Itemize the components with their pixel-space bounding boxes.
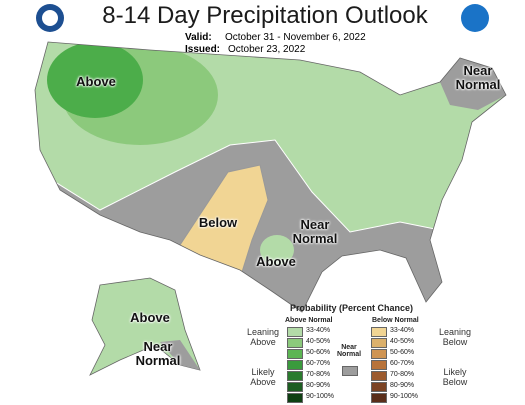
below-label: 60-70% <box>390 360 415 367</box>
side-label: Leaning Above <box>246 327 280 347</box>
above-heading: Above Normal <box>285 317 333 324</box>
below-heading: Below Normal <box>372 317 419 324</box>
above-south-area <box>260 235 294 265</box>
above-50-area <box>47 42 143 118</box>
near-heading: Near Normal <box>337 344 362 358</box>
below-label: 70-80% <box>390 371 415 378</box>
map-label: Near Normal <box>455 63 501 92</box>
valid-label: Valid: <box>185 32 212 43</box>
below-swatch <box>371 327 387 337</box>
below-swatch <box>371 360 387 370</box>
us-outline <box>34 41 507 313</box>
below-label: 40-50% <box>390 338 415 345</box>
below-swatch <box>371 382 387 392</box>
above-swatch <box>287 327 303 337</box>
above-label: 80-90% <box>306 382 331 389</box>
above-label: 70-80% <box>306 371 331 378</box>
issued-label: Issued: <box>185 44 221 55</box>
below-label: 90-100% <box>390 393 419 400</box>
issued: October 23, 2022 <box>228 44 306 55</box>
near-swatch <box>342 366 358 376</box>
below-swatch <box>371 371 387 381</box>
above-swatch <box>287 382 303 392</box>
above-swatch <box>287 338 303 348</box>
above-label: 90-100% <box>306 393 335 400</box>
map-label: Below <box>198 215 238 230</box>
map-label: Above <box>76 74 116 89</box>
alaska-near-normal <box>160 340 200 370</box>
below-label: 33-40% <box>390 327 415 334</box>
side-label: Likely Below <box>442 367 468 387</box>
doc-logo-inner <box>42 10 58 26</box>
below-label: 80-90% <box>390 382 415 389</box>
noaa-logo <box>461 4 489 32</box>
map-label: Near Normal <box>135 339 181 368</box>
above-label: 40-50% <box>306 338 331 345</box>
side-label: Likely Above <box>250 367 276 387</box>
below-swatch <box>371 338 387 348</box>
above-swatch <box>287 349 303 359</box>
title: 8-14 Day Precipitation Outlook <box>102 2 428 29</box>
map-label: Near Normal <box>292 217 338 246</box>
above-swatch <box>287 371 303 381</box>
above-label: 33-40% <box>306 327 331 334</box>
map-label: Above <box>130 310 170 325</box>
below-label: 50-60% <box>390 349 415 356</box>
below-swatch <box>371 393 387 403</box>
above-swatch <box>287 360 303 370</box>
side-label: Leaning Below <box>438 327 472 347</box>
above-label: 50-60% <box>306 349 331 356</box>
above-label: 60-70% <box>306 360 331 367</box>
legend-title: Probability (Percent Chance) <box>290 303 414 313</box>
near-ne-area <box>440 58 506 110</box>
valid: October 31 - November 6, 2022 <box>225 32 366 43</box>
above-swatch <box>287 393 303 403</box>
below-swatch <box>371 349 387 359</box>
map-label: Above <box>256 254 296 269</box>
